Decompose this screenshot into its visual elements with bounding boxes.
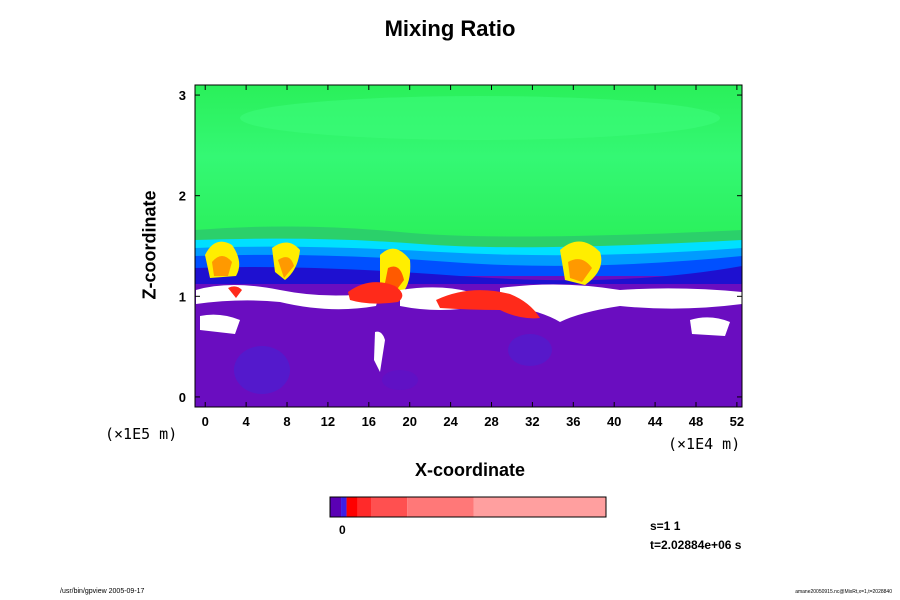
colorbar-swatch — [407, 497, 474, 517]
colorbar-swatch — [473, 497, 606, 517]
x-tick-label: 40 — [607, 414, 621, 429]
time-annotation: t=2.02884e+06 s — [650, 538, 742, 552]
y-axis-label: Z-coordinate — [139, 190, 160, 300]
y-ticks: 0 1 2 3 — [179, 88, 742, 405]
x-ticks: 0 4 8 12 16 20 24 28 32 36 40 44 48 52 — [202, 85, 744, 429]
colorbar-swatch — [346, 497, 358, 517]
upper-light-patch — [240, 96, 720, 140]
x-tick-label: 0 — [202, 414, 209, 429]
y-tick-label: 0 — [179, 390, 186, 405]
colorbar-swatch — [357, 497, 372, 517]
red-patch-2 — [436, 290, 540, 319]
swirl-2 — [508, 334, 552, 366]
x-tick-label: 8 — [283, 414, 290, 429]
y-axis-unit: (×1E5 m) — [105, 425, 178, 443]
step-annotation: s=1 1 — [650, 519, 681, 533]
colorbar-swatch — [341, 497, 347, 517]
white-gap-6 — [374, 331, 385, 372]
red-patch-1 — [348, 282, 403, 304]
x-tick-label: 16 — [362, 414, 376, 429]
x-tick-label: 20 — [402, 414, 416, 429]
red-patch-3 — [228, 286, 242, 298]
colorbar-swatch — [371, 497, 408, 517]
plume-4-core — [568, 259, 592, 282]
swirl-1 — [234, 346, 290, 394]
white-gap-4 — [200, 314, 240, 334]
plume-1-core — [212, 256, 232, 276]
band-deepblue — [195, 266, 742, 284]
footer-source: amane20050915.nc@MixRt,x=1,t=2028840 — [795, 589, 892, 595]
colorbar — [329, 496, 607, 518]
heatmap-field — [195, 85, 742, 407]
x-axis-unit: (×1E4 m) — [668, 435, 741, 453]
x-tick-label: 24 — [443, 414, 458, 429]
footer-command: /usr/bin/gpview 2005-09-17 — [60, 588, 145, 595]
plot-frame — [194, 84, 743, 408]
x-tick-label: 4 — [243, 414, 251, 429]
plume-2-core — [278, 257, 294, 278]
white-gap-5 — [690, 317, 730, 336]
y-tick-label: 2 — [179, 189, 186, 204]
x-tick-label: 12 — [321, 414, 335, 429]
y-tick-label: 3 — [179, 88, 186, 103]
colorbar-swatch — [330, 497, 342, 517]
colorbar-label: 0 — [339, 523, 346, 537]
colorbar-frame — [329, 496, 607, 518]
x-tick-label: 32 — [525, 414, 539, 429]
x-tick-label: 52 — [730, 414, 744, 429]
swirl-3 — [382, 370, 418, 390]
white-gap-3 — [500, 284, 742, 322]
y-tick-label: 1 — [179, 289, 186, 304]
x-tick-label: 28 — [484, 414, 498, 429]
white-gap-1 — [196, 285, 380, 310]
x-axis-label: X-coordinate — [414, 460, 525, 480]
x-tick-label: 48 — [689, 414, 703, 429]
chart-title: Mixing Ratio — [384, 16, 516, 41]
x-tick-label: 36 — [566, 414, 580, 429]
x-tick-label: 44 — [648, 414, 663, 429]
